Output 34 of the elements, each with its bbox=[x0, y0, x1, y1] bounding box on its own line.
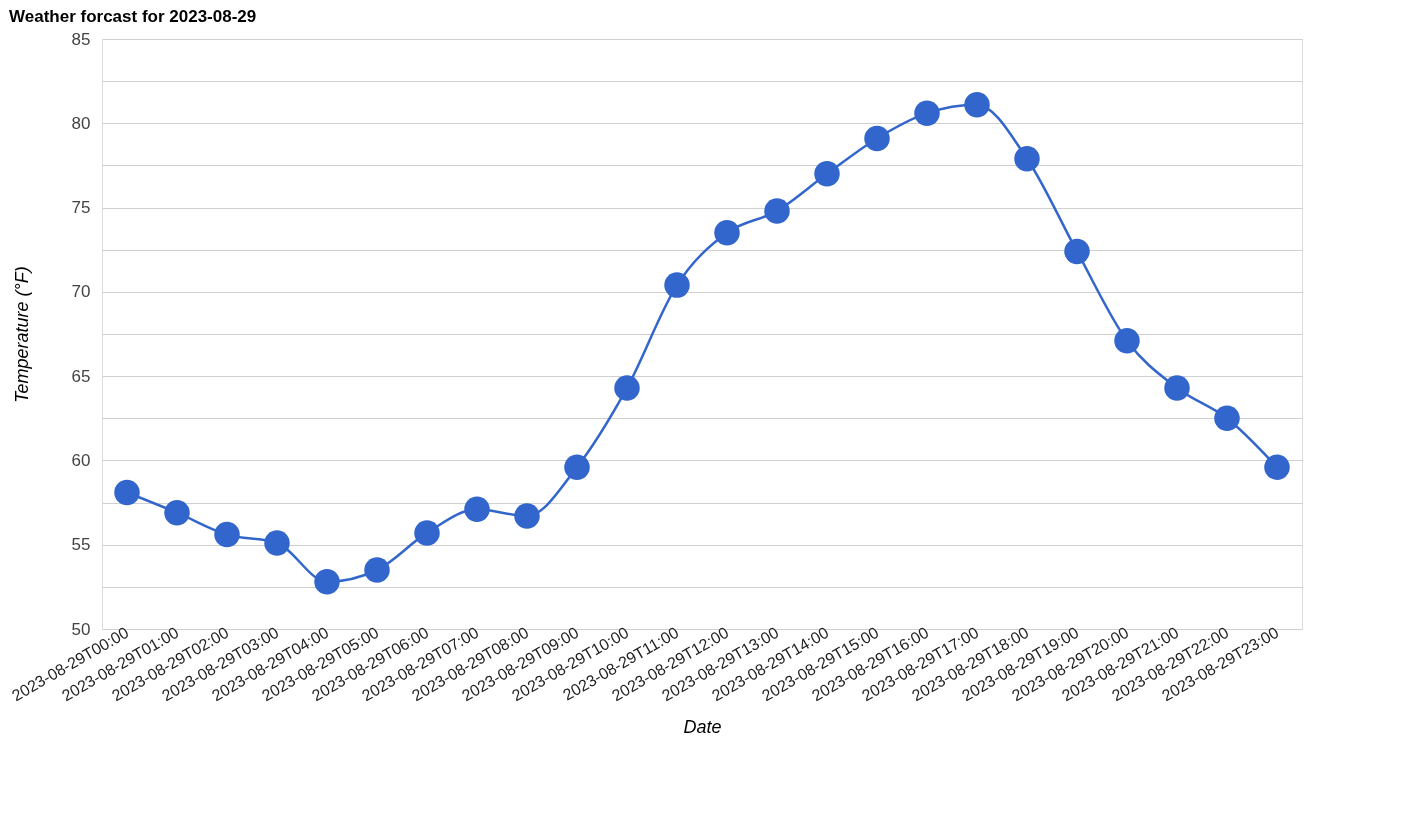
point bbox=[1164, 375, 1190, 401]
point bbox=[614, 375, 640, 401]
point bbox=[1064, 238, 1090, 265]
point bbox=[314, 569, 340, 595]
point bbox=[164, 499, 190, 526]
y-axis-title: Temperature (°F) bbox=[11, 266, 32, 403]
point bbox=[1014, 145, 1040, 172]
point bbox=[514, 503, 540, 529]
x-axis-title: Date bbox=[683, 717, 722, 738]
y-tick-label: 65 bbox=[71, 366, 91, 386]
chart-title: Weather forcast for 2023-08-29 bbox=[8, 7, 257, 26]
point bbox=[864, 125, 890, 152]
point bbox=[1264, 454, 1290, 480]
point bbox=[764, 198, 790, 224]
y-tick-label: 75 bbox=[71, 198, 91, 218]
point bbox=[914, 100, 940, 126]
point bbox=[414, 520, 440, 546]
y-tick-label: 60 bbox=[71, 450, 91, 470]
point bbox=[564, 454, 590, 480]
y-tick-label: 70 bbox=[71, 282, 91, 302]
y-tick-label: 55 bbox=[71, 535, 91, 555]
point bbox=[964, 92, 990, 118]
y-tick-label: 85 bbox=[71, 29, 91, 49]
point bbox=[114, 479, 140, 506]
point bbox=[214, 521, 240, 548]
point bbox=[364, 557, 390, 583]
point bbox=[464, 496, 490, 523]
point bbox=[814, 161, 840, 187]
point bbox=[664, 272, 690, 298]
point bbox=[1214, 405, 1240, 432]
y-tick-label: 80 bbox=[71, 113, 91, 133]
point bbox=[714, 220, 740, 246]
point bbox=[264, 530, 290, 556]
point bbox=[1114, 328, 1140, 354]
